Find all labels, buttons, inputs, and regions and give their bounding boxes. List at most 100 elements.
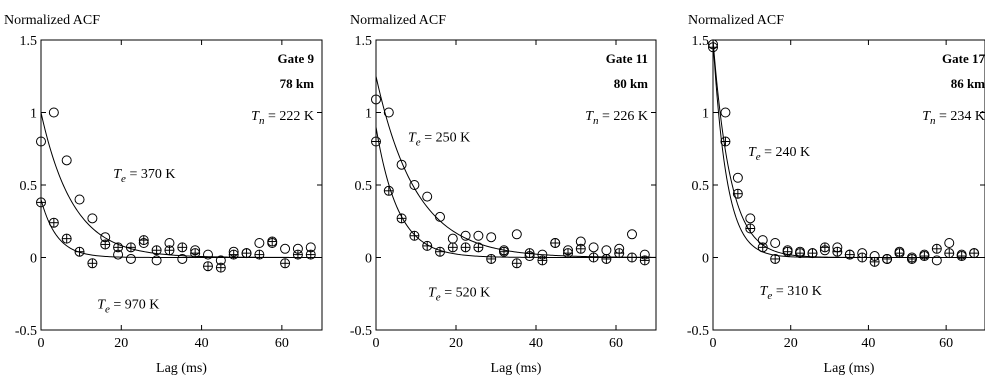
data-point-circle — [61, 155, 72, 166]
data-point-circle — [36, 136, 46, 147]
data-point-circle-plus — [228, 249, 239, 260]
data-point-circle-plus — [956, 251, 967, 262]
data-point-circle-plus — [906, 253, 917, 264]
data-point-circle-plus — [409, 230, 420, 241]
data-point-circle — [151, 255, 162, 266]
altitude-label: 86 km — [951, 76, 985, 91]
data-point-circle-plus — [869, 256, 880, 267]
x-tick-label: 60 — [275, 336, 289, 351]
fit-curve-1 — [41, 112, 322, 258]
data-point-circle-plus — [795, 248, 806, 259]
data-point-circle-plus — [882, 253, 893, 264]
y-tick-label: 1 — [30, 107, 37, 122]
gate-label: Gate 17 — [942, 51, 985, 66]
data-point-circle-plus — [383, 185, 394, 196]
data-point-circle — [720, 107, 731, 118]
te-bottom-label: Te = 970 K — [97, 297, 159, 315]
data-point-circle — [511, 229, 522, 240]
data-point-circle-plus — [844, 249, 855, 260]
data-point-circle-plus — [36, 197, 46, 208]
te-bottom-label: Te = 310 K — [760, 284, 822, 302]
fit-curve-1 — [376, 76, 656, 258]
data-point-circle-plus — [708, 42, 718, 53]
x-tick-label: 20 — [114, 336, 128, 351]
data-point-circle — [601, 245, 612, 256]
data-point-circle-plus — [575, 243, 586, 254]
data-point-circle — [422, 191, 433, 202]
data-point-circle — [732, 172, 743, 183]
data-point-circle-plus — [138, 235, 149, 246]
data-point-circle — [383, 107, 394, 118]
data-point-circle-plus — [100, 239, 111, 250]
data-point-circle — [74, 194, 85, 205]
x-tick-label: 0 — [710, 336, 717, 351]
data-point-circle — [280, 243, 291, 254]
data-point-circle — [770, 238, 781, 248]
data-point-circle-plus — [832, 246, 843, 257]
x-tick-label: 0 — [38, 336, 45, 351]
data-point-circle-plus — [894, 248, 905, 259]
data-point-circle — [944, 238, 955, 248]
data-point-circle-plus — [125, 242, 136, 253]
data-point-circle-plus — [396, 213, 407, 224]
data-point-circle-plus — [241, 248, 252, 259]
data-point-circle — [447, 233, 458, 244]
y-tick-label: -0.5 — [687, 324, 709, 339]
data-point-circle-plus — [190, 248, 201, 259]
data-point-circle — [396, 159, 407, 170]
altitude-label: 78 km — [280, 76, 314, 91]
te-top-label: Te = 250 K — [408, 131, 470, 149]
data-point-circle-plus — [819, 242, 830, 253]
y-tick-label: 0.5 — [355, 179, 373, 194]
data-point-circle-plus — [524, 248, 535, 259]
data-point-circle-plus — [601, 253, 612, 264]
data-point-circle-plus — [770, 253, 781, 264]
y-tick-label: 1.5 — [20, 34, 38, 49]
data-point-circle-plus — [639, 255, 650, 266]
data-point-circle-plus — [757, 242, 768, 253]
fit-curve-2 — [41, 199, 322, 258]
y-tick-label: 0.5 — [20, 179, 38, 194]
data-point-circle-plus — [720, 136, 731, 147]
data-point-circle-plus — [435, 246, 445, 257]
data-point-circle-plus — [422, 240, 433, 251]
data-point-circle-plus — [537, 255, 548, 266]
data-point-circle — [48, 107, 59, 118]
x-tick-label: 20 — [784, 336, 798, 351]
data-point-circle-plus — [499, 246, 509, 257]
data-point-circle-plus — [280, 258, 291, 269]
data-point-circle-plus — [164, 245, 175, 256]
y-axis-title: Normalized ACF — [688, 13, 784, 28]
data-point-circle-plus — [202, 261, 213, 272]
data-point-circle-plus — [563, 248, 573, 259]
x-tick-label: 40 — [195, 336, 209, 351]
fit-curve-2 — [376, 126, 656, 258]
altitude-label: 80 km — [614, 76, 648, 91]
data-point-circle-plus — [292, 249, 303, 260]
tn-label: Tn = 234 K — [922, 109, 985, 127]
data-point-circle-plus — [627, 252, 637, 263]
data-point-circle-plus — [87, 258, 98, 269]
te-top-label: Te = 370 K — [113, 167, 175, 185]
data-point-circle-plus — [215, 262, 226, 273]
data-point-circle — [371, 94, 381, 105]
gate-label: Gate 9 — [278, 51, 315, 66]
x-axis-title: Lag (ms) — [491, 361, 542, 376]
data-point-circle-plus — [614, 248, 625, 259]
y-tick-label: -0.5 — [15, 324, 37, 339]
y-tick-label: 0 — [702, 252, 709, 267]
data-point-circle-plus — [305, 249, 316, 260]
data-point-circle — [460, 230, 471, 241]
data-point-circle-plus — [177, 242, 188, 253]
y-tick-label: 1.5 — [692, 34, 710, 49]
fit-curve-2 — [713, 40, 985, 258]
data-point-circle — [202, 249, 213, 260]
plot-frame — [712, 39, 985, 331]
data-point-circle-plus — [857, 252, 868, 263]
y-tick-label: -0.5 — [350, 324, 372, 339]
data-point-circle — [486, 232, 497, 243]
